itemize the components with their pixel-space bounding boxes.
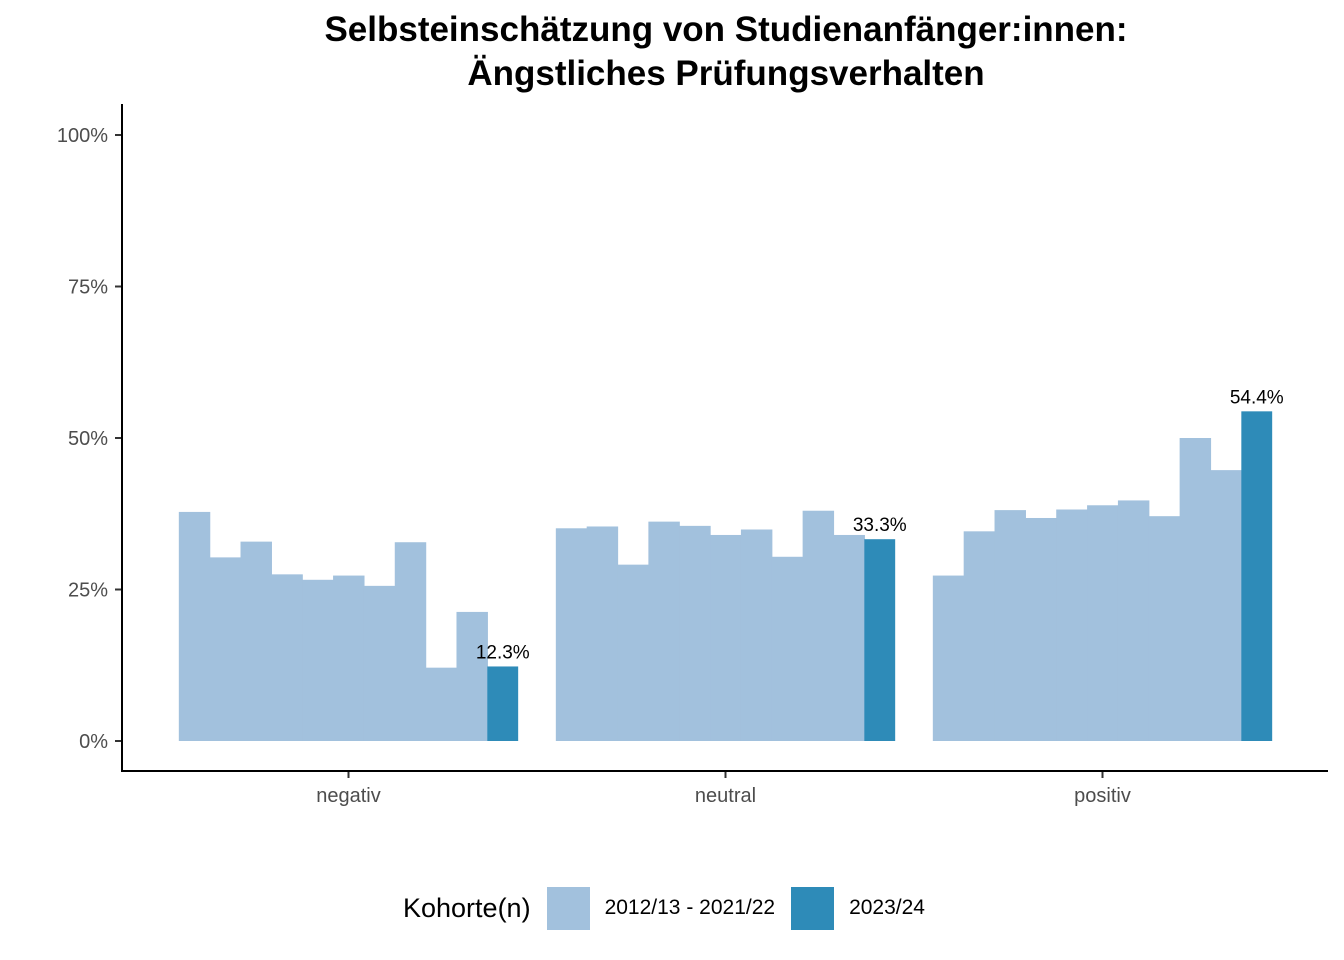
bar-historical-neutral-8 (771, 556, 804, 741)
legend-label-current: 2023/24 (849, 896, 925, 919)
y-tick-label-0: 0% (79, 731, 108, 753)
bar-historical-negativ-2 (209, 557, 242, 741)
bar-historical-neutral-2 (586, 526, 619, 741)
legend-swatch-current (791, 886, 835, 930)
bar-historical-neutral-6 (710, 534, 742, 741)
bar-historical-positiv-3 (994, 510, 1026, 741)
bar-historical-negativ-4 (271, 574, 303, 741)
bar-historical-negativ-9 (425, 667, 458, 741)
bar-historical-negativ-8 (394, 542, 427, 741)
bar-current-positiv (1241, 411, 1273, 741)
bar-historical-neutral-10 (833, 534, 865, 741)
bar-historical-neutral-3 (617, 564, 649, 741)
bar-historical-positiv-9 (1179, 438, 1212, 741)
data-label-positiv: 54.4% (1230, 387, 1284, 408)
legend-swatch-historical (546, 886, 590, 930)
chart-title-line-1: Selbsteinschätzung von Studienanfänger:i… (324, 10, 1128, 49)
bar-historical-neutral-9 (802, 510, 835, 741)
bar-historical-positiv-1 (932, 575, 965, 741)
bar-historical-positiv-4 (1025, 517, 1057, 741)
bar-historical-positiv-8 (1148, 516, 1181, 741)
chart-title: Selbsteinschätzung von Studienanfänger:i… (124, 8, 1328, 96)
y-tick-label-2: 50% (68, 428, 108, 450)
x-tick-label-positiv: positiv (1074, 785, 1131, 807)
bar-historical-positiv-6 (1087, 505, 1119, 741)
legend-label-historical: 2012/13 - 2021/22 (604, 896, 776, 919)
bar-historical-positiv-5 (1056, 509, 1088, 741)
bar-historical-negativ-10 (456, 611, 488, 741)
data-label-neutral: 33.3% (853, 515, 907, 536)
legend-title: Kohorte(n) (403, 892, 531, 923)
data-label-negativ: 12.3% (476, 642, 530, 663)
legend-item-current: 2023/24 (791, 886, 925, 930)
bar-historical-positiv-10 (1210, 470, 1242, 741)
bar-historical-positiv-7 (1117, 500, 1150, 741)
bar-historical-neutral-5 (679, 525, 711, 741)
x-tick-label-neutral: neutral (695, 785, 756, 807)
bar-historical-negativ-7 (363, 585, 396, 741)
bar-chart: 12.3% negativ 33.3% neutral 54.4% positiv 0% 25… (57, 104, 1328, 807)
bar-historical-negativ-6 (333, 575, 365, 741)
bar-current-negativ (487, 666, 519, 741)
bar-historical-positiv-2 (963, 531, 996, 741)
bar-historical-neutral-7 (740, 529, 773, 741)
y-tick-label-1: 25% (68, 580, 108, 602)
bar-historical-neutral-4 (648, 521, 680, 741)
chart-title-line-2: Ängstliches Prüfungsverhalten (467, 54, 985, 93)
bar-historical-negativ-3 (240, 541, 272, 741)
y-tick-label-4: 100% (57, 125, 108, 147)
y-tick-label-3: 75% (68, 277, 108, 299)
legend: Kohorte(n) 2012/13 - 2021/22 2023/24 (0, 884, 1344, 932)
bar-historical-negativ-1 (178, 511, 211, 741)
x-tick-label-negativ: negativ (316, 785, 381, 807)
bar-historical-negativ-5 (302, 579, 334, 741)
bar-historical-neutral-1 (555, 528, 588, 741)
legend-item-historical: 2012/13 - 2021/22 (546, 886, 776, 930)
bar-current-neutral (864, 539, 896, 741)
